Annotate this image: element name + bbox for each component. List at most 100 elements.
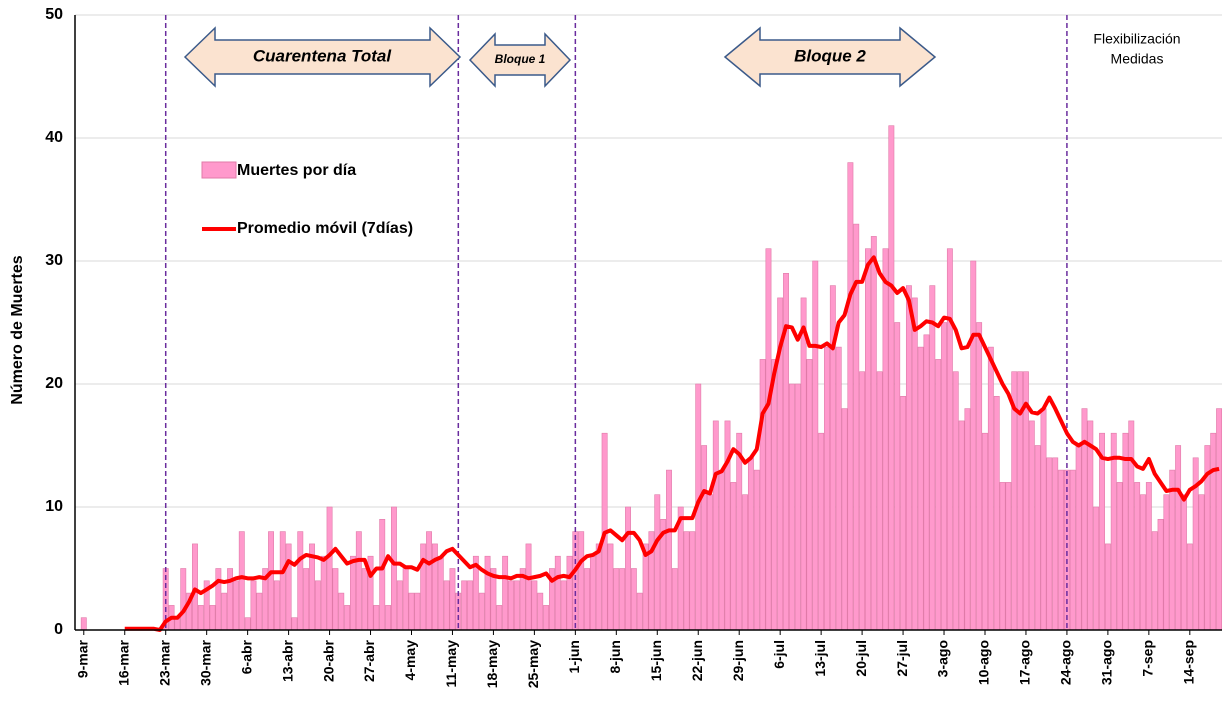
bar <box>1028 420 1035 631</box>
bar <box>771 359 778 631</box>
bar <box>753 469 760 631</box>
bar <box>537 592 544 631</box>
x-tick-label: 20-abr <box>320 639 336 682</box>
bar <box>1063 469 1070 631</box>
bar <box>800 297 807 631</box>
bar <box>449 568 456 631</box>
bar <box>180 568 187 631</box>
bar <box>724 420 731 631</box>
bar <box>461 580 468 631</box>
bar <box>1104 543 1111 631</box>
x-tick-label: 13-jul <box>812 640 828 677</box>
bar <box>654 494 661 631</box>
bar <box>396 580 403 631</box>
bar <box>718 469 725 631</box>
bar <box>197 605 204 631</box>
x-tick-label: 27-abr <box>361 639 377 682</box>
bar <box>1052 457 1059 631</box>
bar <box>859 371 866 631</box>
bar <box>607 543 614 631</box>
bar <box>1110 432 1117 631</box>
bar <box>502 555 509 631</box>
bar <box>80 617 87 631</box>
y-tick-label: 40 <box>45 129 63 146</box>
annotation: Cuarentena Total <box>253 46 393 65</box>
bar <box>888 125 895 631</box>
bar <box>736 432 743 631</box>
bar <box>402 568 409 631</box>
bar <box>1122 432 1129 631</box>
bar <box>794 383 801 631</box>
bar <box>385 605 392 631</box>
bar <box>326 506 333 631</box>
bar <box>619 568 626 631</box>
bar <box>613 568 620 631</box>
annotation: Bloque 2 <box>794 46 866 65</box>
bar <box>1128 420 1135 631</box>
bar <box>1145 482 1152 631</box>
bar <box>1216 408 1223 631</box>
bar <box>1046 457 1053 631</box>
bar <box>1210 432 1217 631</box>
annotation: Medidas <box>1111 51 1164 67</box>
bar <box>689 531 696 631</box>
bar <box>513 580 520 631</box>
bar <box>1005 482 1012 631</box>
bar <box>227 568 234 631</box>
bar <box>1169 469 1176 631</box>
bar <box>976 322 983 631</box>
bar <box>905 285 912 631</box>
bar <box>882 248 889 631</box>
bar <box>478 592 485 631</box>
bar <box>1151 531 1158 631</box>
bar <box>818 432 825 631</box>
bar <box>303 568 310 631</box>
bar <box>993 395 1000 631</box>
bar <box>192 543 198 631</box>
bar <box>712 420 719 631</box>
bar <box>900 395 906 631</box>
bar <box>1181 494 1187 631</box>
x-tick-label: 20-jul <box>853 640 869 677</box>
bar <box>297 531 304 631</box>
bar <box>350 555 356 631</box>
bar <box>467 580 473 631</box>
bar <box>379 518 386 631</box>
annotation: Bloque 1 <box>495 52 546 66</box>
y-tick-label: 30 <box>45 252 63 269</box>
bars <box>80 125 1223 631</box>
bar <box>361 568 368 631</box>
bar <box>747 457 754 631</box>
bar <box>391 506 397 631</box>
bar <box>426 531 432 631</box>
bar <box>508 580 514 631</box>
bar <box>291 617 298 631</box>
bar <box>238 531 245 631</box>
bar <box>344 605 351 631</box>
bar <box>408 592 415 631</box>
bar <box>964 408 971 631</box>
bar <box>1157 518 1164 631</box>
bar <box>841 408 848 631</box>
y-tick-label: 10 <box>45 498 63 515</box>
bar <box>221 592 228 631</box>
x-tick-label: 29-jun <box>730 640 746 681</box>
x-tick-label: 23-mar <box>156 639 172 685</box>
arrow <box>468 32 572 88</box>
x-tick-label: 24-ago <box>1058 640 1074 685</box>
phase-lines <box>164 15 1068 630</box>
x-tick-label: 27-jul <box>894 640 910 677</box>
bar <box>958 420 965 631</box>
bar <box>338 592 345 631</box>
bar <box>1075 445 1082 631</box>
x-tick-label: 8-jun <box>607 640 623 673</box>
x-tick-label: 31-ago <box>1099 640 1115 685</box>
bar <box>431 543 438 631</box>
bar <box>584 568 590 631</box>
x-tick-label: 9-mar <box>74 639 90 678</box>
bar <box>595 543 602 631</box>
bar <box>824 346 830 631</box>
bar <box>1058 469 1065 631</box>
bar <box>946 248 953 631</box>
x-tick-label: 4-may <box>402 640 418 681</box>
